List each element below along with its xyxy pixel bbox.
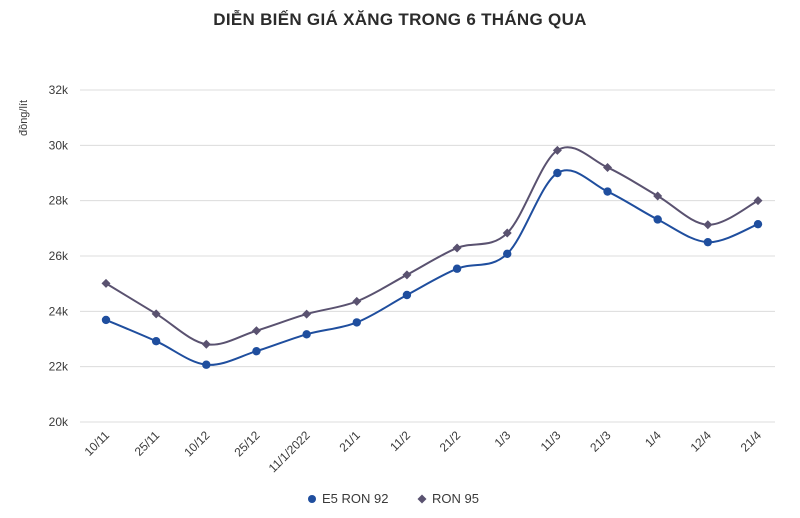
data-point bbox=[703, 220, 713, 230]
data-point bbox=[251, 326, 261, 336]
y-tick-label: 32k bbox=[49, 83, 69, 97]
data-point bbox=[653, 191, 663, 201]
x-tick-label: 21/4 bbox=[738, 428, 765, 455]
x-tick-label: 10/12 bbox=[181, 428, 212, 459]
chart-title: DIỄN BIẾN GIÁ XĂNG TRONG 6 THÁNG QUA bbox=[213, 10, 587, 29]
series bbox=[101, 145, 763, 369]
y-tick-label: 26k bbox=[49, 249, 69, 263]
x-tick-label: 21/1 bbox=[336, 428, 363, 455]
data-point bbox=[151, 337, 161, 346]
data-point bbox=[101, 315, 111, 325]
data-point bbox=[202, 360, 211, 369]
data-point bbox=[452, 243, 462, 253]
x-tick-label: 11/3 bbox=[538, 428, 564, 454]
data-point bbox=[101, 278, 111, 288]
x-tick-label: 25/12 bbox=[231, 428, 262, 459]
y-tick-label: 28k bbox=[49, 194, 69, 208]
data-point bbox=[201, 339, 211, 349]
y-tick-label: 20k bbox=[49, 415, 69, 429]
legend-item: E5 RON 92 bbox=[308, 491, 388, 506]
data-point bbox=[402, 290, 412, 300]
data-point bbox=[703, 237, 713, 247]
x-tick-label: 21/2 bbox=[437, 428, 464, 455]
data-point bbox=[503, 249, 512, 258]
data-point bbox=[552, 145, 562, 155]
series-ron-95 bbox=[101, 145, 763, 349]
y-tick-label: 30k bbox=[49, 138, 69, 152]
data-point bbox=[352, 296, 362, 306]
x-tick-label: 25/11 bbox=[132, 428, 163, 459]
series-line bbox=[105, 169, 759, 366]
data-point bbox=[553, 168, 562, 178]
data-point bbox=[252, 346, 261, 356]
x-tick-label: 11/2 bbox=[387, 428, 413, 454]
y-tick-label: 22k bbox=[49, 360, 69, 374]
legend-marker bbox=[308, 495, 316, 503]
x-tick-label: 12/4 bbox=[688, 428, 715, 455]
data-point bbox=[452, 264, 462, 273]
data-point bbox=[352, 318, 361, 327]
x-tick-label: 11/1/2022 bbox=[266, 428, 313, 475]
data-point bbox=[302, 330, 311, 339]
data-point bbox=[653, 215, 662, 224]
data-point bbox=[151, 309, 161, 319]
x-axis-ticks: 10/11 25/11 10/12 25/12 11/1/2022 21/1 11/2 21/… bbox=[82, 428, 765, 475]
data-point bbox=[753, 196, 763, 206]
y-axis-label: đồng/lít bbox=[18, 100, 30, 136]
x-tick-label: 21/3 bbox=[587, 428, 614, 455]
data-point bbox=[603, 187, 612, 196]
y-axis-ticks: 20k 22k 24k 26k 28k 30k 32k bbox=[49, 83, 69, 429]
legend: E5 RON 92 RON 95 bbox=[308, 491, 479, 506]
legend-marker bbox=[417, 494, 427, 504]
series-line bbox=[105, 146, 759, 346]
data-point bbox=[302, 309, 312, 319]
x-tick-label: 1/3 bbox=[492, 428, 514, 450]
legend-label: RON 95 bbox=[432, 491, 479, 506]
data-point bbox=[753, 219, 763, 229]
data-point bbox=[603, 162, 613, 172]
series-e5-ron-92 bbox=[101, 168, 763, 369]
legend-item: RON 95 bbox=[417, 491, 479, 506]
legend-label: E5 RON 92 bbox=[322, 491, 388, 506]
data-point bbox=[402, 270, 412, 280]
x-tick-label: 1/4 bbox=[642, 428, 664, 450]
data-point bbox=[502, 228, 512, 238]
y-tick-label: 24k bbox=[49, 304, 69, 318]
gridlines bbox=[80, 89, 775, 423]
x-tick-label: 10/11 bbox=[82, 428, 113, 459]
